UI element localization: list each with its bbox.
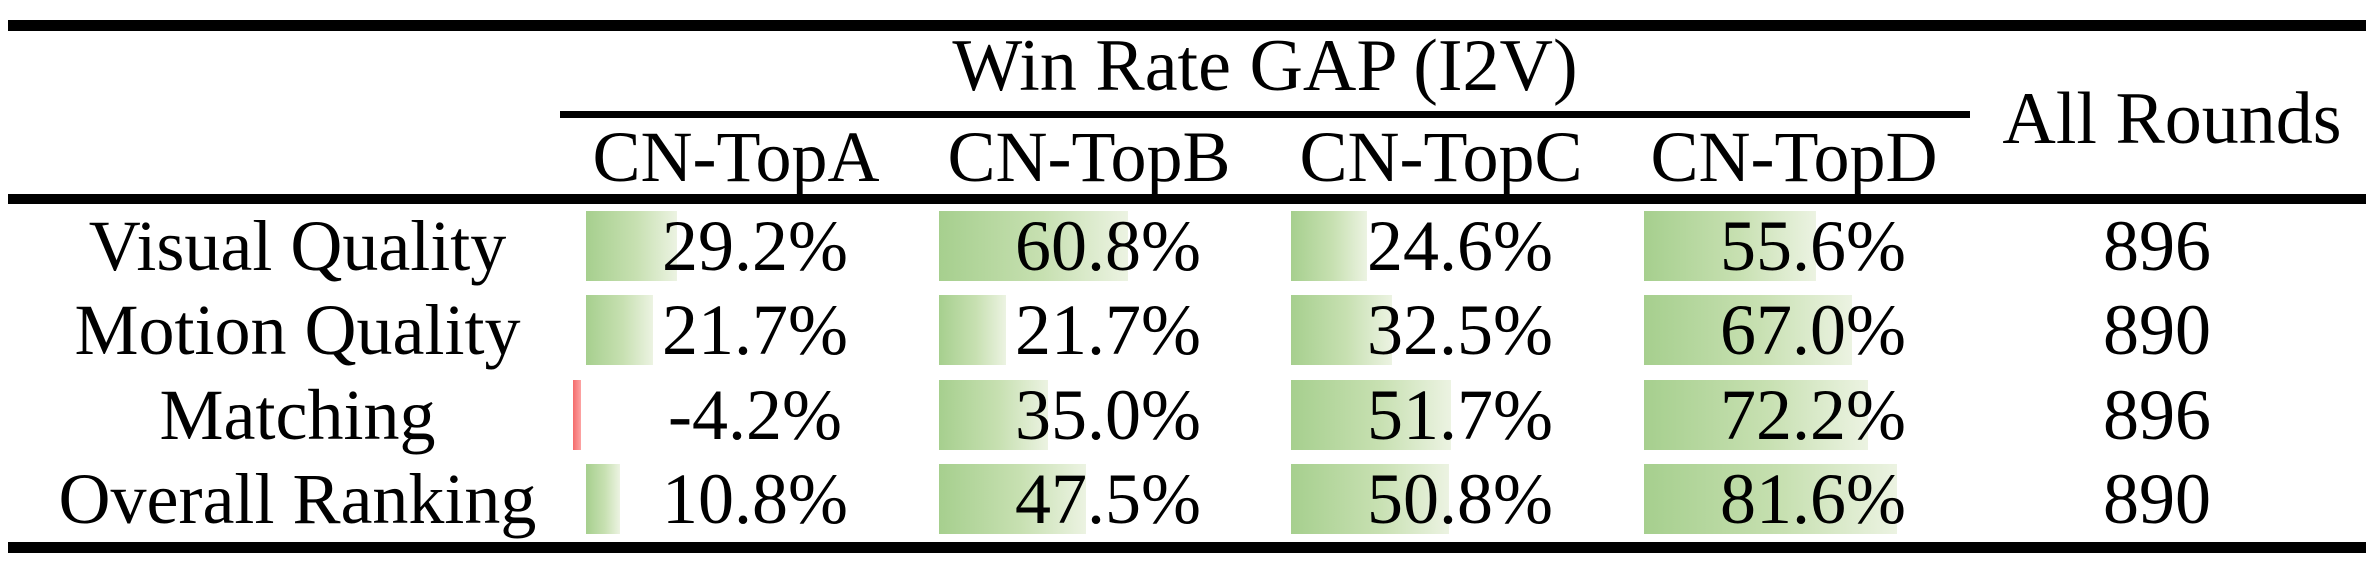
data-bar <box>939 295 1007 365</box>
data-bar <box>939 380 1048 450</box>
data-bar <box>586 464 620 534</box>
cell-value: 35.0% <box>1015 374 1201 455</box>
cell-value: 24.6% <box>1367 205 1553 286</box>
data-bar <box>1291 295 1392 365</box>
cell-value: 67.0% <box>1720 289 1906 370</box>
data-bar <box>1291 211 1368 281</box>
column-header-cn-topa: CN-TopA <box>592 116 880 197</box>
cell-matching-cn-topd: 72.2% <box>1618 373 1970 457</box>
data-bar <box>1644 211 1817 281</box>
cell-motion-quality-all-rounds: 890 <box>2103 289 2211 370</box>
cell-visual-quality-cn-topd: 55.6% <box>1618 204 1970 288</box>
row-label-overall-ranking: Overall Ranking <box>58 458 537 539</box>
data-bar <box>1644 380 1868 450</box>
cell-value: 10.8% <box>662 458 848 539</box>
column-header-cn-topd: CN-TopD <box>1650 116 1938 197</box>
top-rule <box>8 20 2366 31</box>
data-bar <box>1291 380 1452 450</box>
cell-motion-quality-cn-topb: 21.7% <box>913 288 1265 372</box>
cell-value: 47.5% <box>1015 458 1201 539</box>
cell-visual-quality-cn-topc: 24.6% <box>1265 204 1617 288</box>
cell-value: 55.6% <box>1720 205 1906 286</box>
cell-motion-quality-cn-topc: 32.5% <box>1265 288 1617 372</box>
cell-visual-quality-cn-topa: 29.2% <box>560 204 912 288</box>
cell-overall-ranking-cn-topa: 10.8% <box>560 457 912 541</box>
group-header-underline-rule <box>560 111 1970 118</box>
column-header-all-rounds: All Rounds <box>2002 78 2342 160</box>
data-bar <box>586 211 677 281</box>
cell-matching-cn-topb: 35.0% <box>913 373 1265 457</box>
data-bar <box>1291 464 1449 534</box>
cell-value: 50.8% <box>1367 458 1553 539</box>
cell-value: 81.6% <box>1720 458 1906 539</box>
cell-overall-ranking-cn-topc: 50.8% <box>1265 457 1617 541</box>
cell-overall-ranking-cn-topd: 81.6% <box>1618 457 1970 541</box>
cell-value: -4.2% <box>668 374 842 455</box>
cell-overall-ranking-all-rounds: 890 <box>2103 458 2211 539</box>
cell-matching-cn-topc: 51.7% <box>1265 373 1617 457</box>
cell-value: 29.2% <box>662 205 848 286</box>
cell-value: 60.8% <box>1015 205 1201 286</box>
data-bar-negative <box>573 380 581 450</box>
group-header-win-rate-gap: Win Rate GAP (I2V) <box>952 24 1578 107</box>
cell-overall-ranking-cn-topb: 47.5% <box>913 457 1265 541</box>
cell-value: 51.7% <box>1367 374 1553 455</box>
column-header-cn-topc: CN-TopC <box>1299 116 1583 197</box>
row-label-matching: Matching <box>159 374 436 455</box>
cell-matching-cn-topa: -4.2% <box>560 373 912 457</box>
cell-matching-all-rounds: 896 <box>2103 374 2211 455</box>
cell-value: 21.7% <box>662 289 848 370</box>
bottom-rule <box>8 542 2366 553</box>
data-bar <box>939 211 1128 281</box>
data-bar <box>586 295 654 365</box>
cell-value: 32.5% <box>1367 289 1553 370</box>
row-label-motion-quality: Motion Quality <box>74 289 521 370</box>
data-bar <box>939 464 1087 534</box>
cell-motion-quality-cn-topa: 21.7% <box>560 288 912 372</box>
data-bar <box>1644 464 1897 534</box>
cell-value: 21.7% <box>1015 289 1201 370</box>
header-bottom-rule <box>8 194 2366 204</box>
cell-value: 72.2% <box>1720 374 1906 455</box>
cell-visual-quality-cn-topb: 60.8% <box>913 204 1265 288</box>
column-header-cn-topb: CN-TopB <box>947 116 1231 197</box>
data-bar <box>1644 295 1852 365</box>
cell-motion-quality-cn-topd: 67.0% <box>1618 288 1970 372</box>
row-label-visual-quality: Visual Quality <box>88 205 507 286</box>
cell-visual-quality-all-rounds: 896 <box>2103 205 2211 286</box>
